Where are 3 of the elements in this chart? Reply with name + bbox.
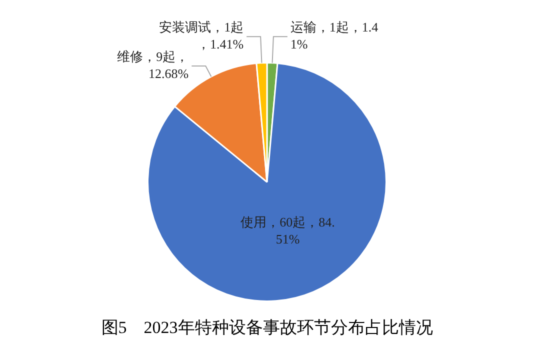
slice-label: 使用，60起，84.51% [240, 214, 335, 246]
text: 图5 2023年特种设备事故环节分布占比情况 [100, 317, 434, 339]
slice-label: 运输，1起，1.41% [290, 20, 379, 52]
